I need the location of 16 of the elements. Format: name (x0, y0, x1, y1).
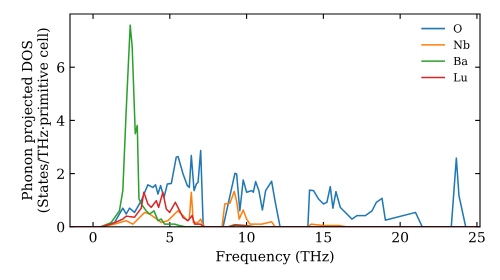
y-tick-label: 2 (57, 168, 64, 179)
x-tick-label: 0 (90, 232, 97, 242)
x-tick-label: 10 (239, 232, 255, 242)
x-axis-title: Frequency (THz) (216, 250, 334, 264)
y-tick-label: 4 (56, 115, 64, 126)
y-tick-label: 6 (57, 62, 64, 73)
x-tick-label: 20 (392, 232, 408, 242)
x-tick-label: 25 (469, 232, 485, 242)
y-axis-title: Phonon projected DOS (States/THz·primitive cell) (22, 28, 51, 212)
y-tick-label: 0 (57, 222, 64, 232)
legend-label: Nb (454, 40, 470, 49)
legend-label: Ba (454, 56, 468, 66)
legend-label: O (454, 24, 462, 33)
x-tick-label: 15 (316, 232, 332, 242)
x-tick-label: 5 (166, 232, 174, 242)
legend-label: Lu (454, 73, 468, 82)
